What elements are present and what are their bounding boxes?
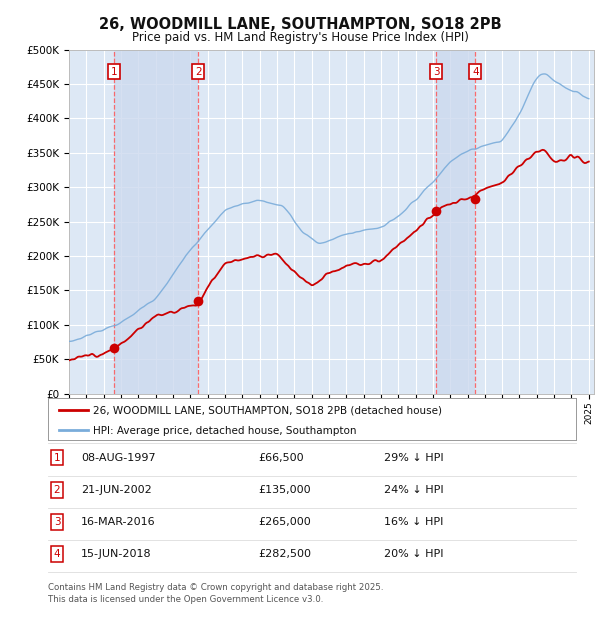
Text: 16% ↓ HPI: 16% ↓ HPI: [384, 517, 443, 527]
Text: 24% ↓ HPI: 24% ↓ HPI: [384, 485, 443, 495]
Text: 15-JUN-2018: 15-JUN-2018: [81, 549, 152, 559]
Text: 1: 1: [53, 453, 61, 463]
Text: £66,500: £66,500: [258, 453, 304, 463]
Text: 20% ↓ HPI: 20% ↓ HPI: [384, 549, 443, 559]
Text: 4: 4: [472, 66, 479, 77]
Text: 1: 1: [111, 66, 118, 77]
Text: Price paid vs. HM Land Registry's House Price Index (HPI): Price paid vs. HM Land Registry's House …: [131, 31, 469, 43]
Text: 26, WOODMILL LANE, SOUTHAMPTON, SO18 2PB: 26, WOODMILL LANE, SOUTHAMPTON, SO18 2PB: [98, 17, 502, 32]
Text: Contains HM Land Registry data © Crown copyright and database right 2025.
This d: Contains HM Land Registry data © Crown c…: [48, 583, 383, 604]
Text: 2: 2: [53, 485, 61, 495]
Text: 29% ↓ HPI: 29% ↓ HPI: [384, 453, 443, 463]
Text: £265,000: £265,000: [258, 517, 311, 527]
Bar: [114, 50, 198, 394]
Text: 3: 3: [53, 517, 61, 527]
Text: 08-AUG-1997: 08-AUG-1997: [81, 453, 155, 463]
Text: 2: 2: [195, 66, 202, 77]
Text: £135,000: £135,000: [258, 485, 311, 495]
Bar: [436, 50, 475, 394]
Text: 16-MAR-2016: 16-MAR-2016: [81, 517, 155, 527]
Text: 4: 4: [53, 549, 61, 559]
Text: HPI: Average price, detached house, Southampton: HPI: Average price, detached house, Sout…: [93, 425, 356, 435]
Text: 26, WOODMILL LANE, SOUTHAMPTON, SO18 2PB (detached house): 26, WOODMILL LANE, SOUTHAMPTON, SO18 2PB…: [93, 405, 442, 415]
Text: 21-JUN-2002: 21-JUN-2002: [81, 485, 152, 495]
Text: £282,500: £282,500: [258, 549, 311, 559]
Text: 3: 3: [433, 66, 440, 77]
